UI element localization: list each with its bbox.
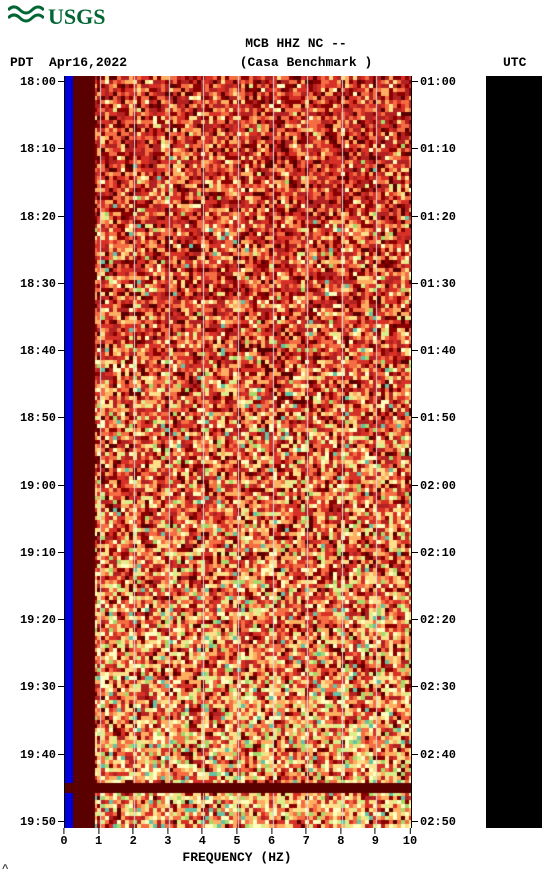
spectrogram	[64, 76, 412, 828]
right-timezone: UTC	[503, 55, 526, 70]
y-right-tick: 01:30	[420, 278, 466, 290]
x-tick: 6	[268, 828, 275, 848]
y-right-tick: 02:10	[420, 547, 466, 559]
y-left-tick: 19:10	[10, 547, 56, 559]
station-line: MCB HHZ NC --	[130, 36, 462, 51]
y-right-tick: 02:50	[420, 816, 466, 828]
y-right-tick: 01:50	[420, 412, 466, 424]
y-left-tick: 18:40	[10, 345, 56, 357]
y-left-tick: 18:20	[10, 211, 56, 223]
plot-date: Apr16,2022	[49, 55, 127, 70]
y-left-tick: 18:10	[10, 143, 56, 155]
usgs-wave-icon	[8, 4, 44, 30]
x-tick: 10	[403, 828, 417, 848]
y-axis-right: 01:00 01:10 01:20 01:30 01:40 01:50 02:00 02:10…	[420, 76, 466, 828]
y-left-tick: 19:50	[10, 816, 56, 828]
x-tick: 2	[130, 828, 137, 848]
usgs-logo-text: USGS	[48, 4, 105, 30]
y-right-tick: 01:20	[420, 211, 466, 223]
x-tick: 0	[60, 828, 67, 848]
x-tick: 4	[199, 828, 206, 848]
y-left-tick: 19:30	[10, 681, 56, 693]
x-axis-label: FREQUENCY (HZ)	[64, 850, 410, 865]
y-axis-left: 18:00 18:10 18:20 18:30 18:40 18:50 19:00 19:10…	[10, 76, 56, 828]
plot-title-row: MCB HHZ NC --	[0, 34, 552, 53]
usgs-logo: USGS	[0, 0, 552, 34]
y-left-tick: 19:20	[10, 614, 56, 626]
y-left-tick: 18:30	[10, 278, 56, 290]
x-tick: 7	[303, 828, 310, 848]
x-tick: 9	[372, 828, 379, 848]
y-left-tick: 19:00	[10, 480, 56, 492]
y-left-tick: 18:50	[10, 412, 56, 424]
footer-caret: ^	[2, 864, 9, 876]
x-tick: 1	[95, 828, 102, 848]
y-right-tick: 02:30	[420, 681, 466, 693]
y-left-tick: 18:00	[10, 76, 56, 88]
y-right-tick: 01:10	[420, 143, 466, 155]
x-tick: 5	[233, 828, 240, 848]
colorbar	[486, 76, 542, 828]
x-tick: 8	[337, 828, 344, 848]
location-label: (Casa Benchmark )	[150, 55, 462, 70]
y-right-tick: 01:00	[420, 76, 466, 88]
x-tick: 3	[164, 828, 171, 848]
y-right-tick: 02:20	[420, 614, 466, 626]
y-right-tick: 02:00	[420, 480, 466, 492]
left-timezone: PDT	[10, 55, 33, 70]
y-right-tick: 02:40	[420, 749, 466, 761]
y-left-tick: 19:40	[10, 749, 56, 761]
plot-subtitle-row: PDT Apr16,2022 (Casa Benchmark ) UTC	[0, 53, 552, 72]
y-right-tick: 01:40	[420, 345, 466, 357]
